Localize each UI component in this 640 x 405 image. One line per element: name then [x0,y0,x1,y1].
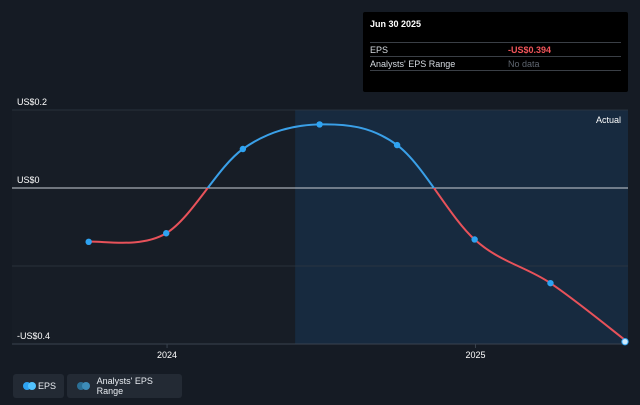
legend-range-label: Analysts' EPS Range [96,376,153,396]
y-tick-label: US$0.2 [17,97,47,107]
x-axis: 2024 2025 [157,344,485,360]
eps-point[interactable] [393,141,401,149]
tooltip-row-range: Analysts' EPS Range No data [370,56,621,70]
tooltip-range-label: Analysts' EPS Range [370,58,456,69]
x-tick-label: 2025 [465,350,485,360]
tooltip-range-value: No data [508,58,540,69]
eps-line-negative [88,188,628,343]
actual-region [295,110,628,344]
y-tick-label: US$0 [17,175,40,185]
eps-point[interactable] [85,238,92,246]
legend-eps-button[interactable]: EPS [13,374,64,398]
legend-range-button[interactable]: Analysts' EPS Range [67,374,182,398]
y-tick-label: -US$0.4 [17,331,50,341]
tooltip-eps-value: -US$0.394 [508,44,552,55]
eps-point[interactable] [163,230,170,237]
eps-point[interactable] [621,337,629,346]
range-swatch-icon [77,382,91,390]
y-axis: US$0.2 US$0 -US$0.4 [17,97,50,341]
eps-point[interactable] [239,145,247,153]
legend-eps-label: EPS [37,381,56,391]
eps-points [85,121,629,346]
tooltip-row-eps: EPS -US$0.394 [370,42,621,56]
actual-region-label: Actual [596,115,621,125]
eps-point[interactable] [471,236,478,243]
eps-swatch-icon [23,382,36,390]
eps-tooltip: Jun 30 2025 EPS -US$0.394 Analysts' EPS … [363,12,628,92]
eps-point[interactable] [316,121,323,128]
tooltip-date: Jun 30 2025 [370,19,422,29]
tooltip-divider [370,70,621,72]
x-tick-label: 2024 [157,350,177,360]
eps-line-positive [206,123,436,188]
eps-line [88,123,628,343]
eps-point[interactable] [547,279,554,287]
tooltip-eps-label: EPS [370,44,389,55]
gridlines [12,109,628,345]
